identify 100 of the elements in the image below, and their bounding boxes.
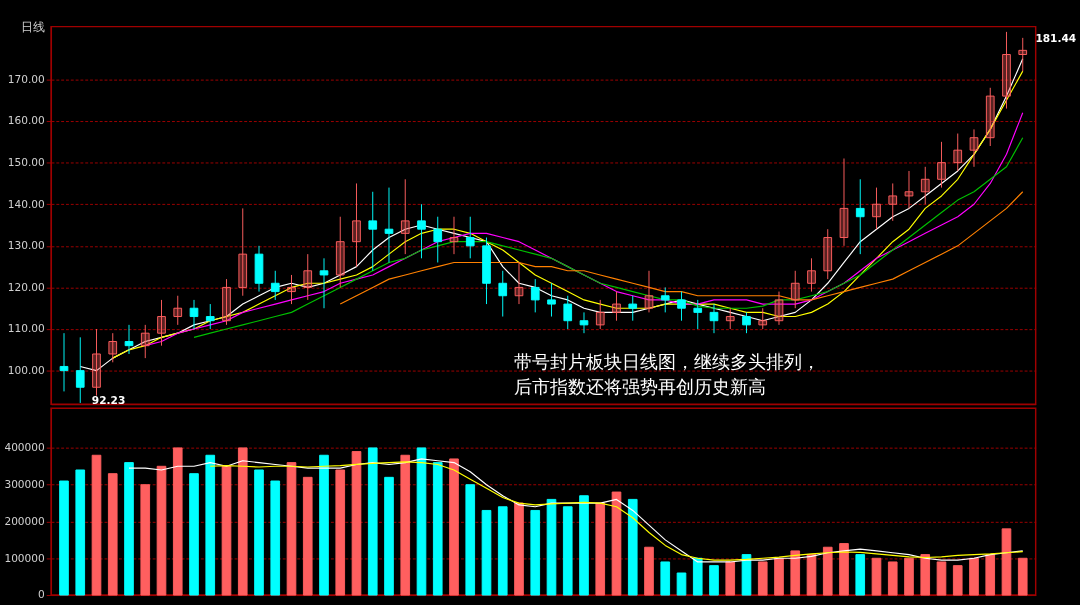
candlestick [498,270,508,318]
bar [432,462,443,596]
bar [985,554,996,596]
bar [611,491,622,596]
bar [172,447,183,596]
candlestick [75,336,85,404]
candlestick [384,187,394,263]
candlestick [1002,31,1011,110]
y-tick-label: 100000 [4,551,46,564]
candlestick [352,182,361,268]
candlestick [92,328,101,397]
y-tick-label: 300000 [4,478,46,491]
bar [546,498,557,596]
candlestick [595,299,605,330]
bar [774,557,784,596]
bar [627,498,638,596]
y-tick-label: 120.00 [7,280,46,293]
candlestick [823,228,833,280]
bar [497,506,508,596]
bar [920,554,931,596]
candlestick [547,282,556,318]
candlestick [303,253,313,301]
bar [302,476,313,596]
candlestick [270,270,280,301]
bar [887,561,898,596]
candlestick [140,324,150,359]
y-tick-label: 160.00 [7,114,46,127]
bar [286,462,297,596]
candlestick [433,216,443,263]
candlestick [205,303,215,330]
candlestick [563,295,573,330]
candlestick [969,128,979,168]
candlestick [937,141,946,189]
candlestick [872,187,881,230]
candlestick [579,311,589,334]
bar [91,454,102,596]
candlestick [335,216,345,288]
bar [140,484,151,596]
bar [124,462,134,596]
bar [351,451,362,596]
bar [692,557,703,596]
bar [676,572,687,596]
bar [205,454,216,596]
candlestick [59,332,69,392]
candlestick [1018,37,1028,72]
candlestick [287,274,296,305]
candlestick [839,158,849,247]
bar [709,565,719,596]
candlestick [807,257,816,293]
bar [384,476,394,596]
candlestick [449,216,459,255]
candlestick [238,207,248,297]
bar [969,557,979,596]
bar [1017,557,1028,596]
bar [822,546,833,596]
candlestick [465,216,475,259]
candlestick [790,270,800,309]
bar [189,473,199,596]
bar [871,557,882,596]
annotation: 181.44 [1035,32,1077,45]
candlestick [173,295,183,326]
candlestick [189,299,199,330]
bar [221,465,232,596]
bar [855,554,866,596]
candlestick [709,303,719,334]
candlestick [417,203,426,259]
bar [254,469,264,596]
candlestick [742,311,751,334]
candlestick [644,270,654,313]
bar [367,447,378,596]
candlestick [855,178,865,255]
y-tick-label: 150.00 [7,156,46,169]
bar [741,554,752,596]
bar [156,465,167,596]
bar [757,561,768,596]
candlestick [612,291,621,322]
y-tick-label: 140.00 [7,197,46,210]
y-tick-label: 200000 [4,514,46,527]
bar [839,543,849,596]
candlestick [920,166,930,205]
candlestick [530,278,540,313]
candlestick [904,170,914,209]
bar [335,469,346,596]
bar [562,506,573,596]
annotation: 92.23 [91,393,126,406]
bar [449,458,459,596]
chart-title: 日线 [21,20,46,35]
candlestick [758,307,768,330]
bar [725,561,736,596]
bar [530,509,541,596]
bar [75,469,86,596]
bar [660,561,671,596]
candlestick [157,299,166,347]
bar [936,561,947,596]
candlestick [677,291,686,322]
candlestick [725,307,735,330]
bar [952,565,963,596]
line-series [193,137,1024,338]
bar [1001,528,1012,596]
candlestick [319,257,329,309]
